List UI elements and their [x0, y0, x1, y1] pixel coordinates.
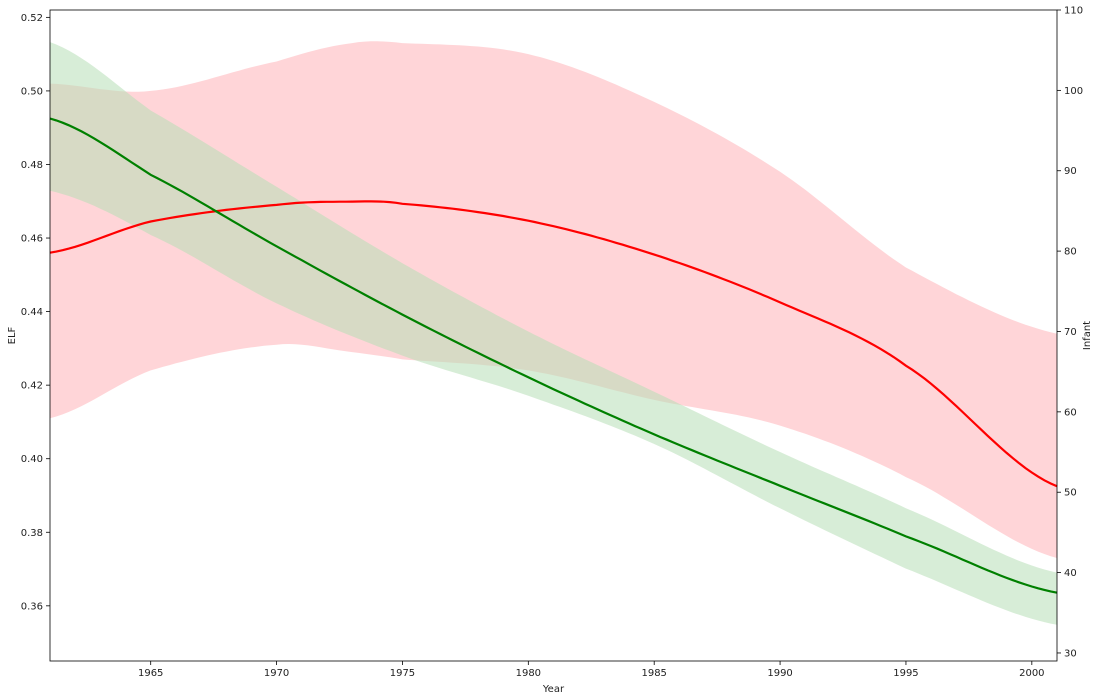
right-y-tick-label: 30 [1064, 648, 1077, 659]
series-1-line [49, 117, 1058, 594]
series-lines [49, 117, 1058, 594]
left-y-tick-label: 0.42 [21, 381, 43, 392]
x-axis-ticks: 1965 1970 1975 1980 1985 1990 1995 2000 [138, 661, 1045, 679]
x-axis-label: Year [542, 684, 565, 695]
right-y-tick-label: 60 [1064, 407, 1077, 418]
right-y-axis-label: Infant [1082, 321, 1093, 350]
right-y-tick-label: 100 [1064, 86, 1083, 97]
left-y-tick-label: 0.48 [21, 160, 43, 171]
series-0-confidence-band [50, 41, 1057, 559]
left-y-tick-label: 0.50 [21, 86, 43, 97]
left-y-tick-label: 0.46 [21, 234, 43, 245]
x-tick-label: 1985 [641, 668, 666, 679]
x-tick-label: 1995 [893, 668, 918, 679]
x-tick-label: 1965 [138, 668, 163, 679]
x-tick-label: 1990 [767, 668, 792, 679]
x-tick-label: 1975 [390, 668, 415, 679]
x-tick-label: 1980 [516, 668, 541, 679]
left-y-axis-ticks: 0.36 0.38 0.40 0.42 0.44 0.46 0.48 0.50 0.52 [21, 13, 50, 612]
plot-frame [49, 9, 1058, 662]
left-y-tick-label: 0.38 [21, 528, 43, 539]
left-y-tick-label: 0.40 [21, 454, 43, 465]
left-y-tick-label: 0.52 [21, 13, 43, 24]
series-0-line [49, 200, 1058, 488]
right-y-tick-label: 70 [1064, 327, 1077, 338]
right-y-tick-label: 90 [1064, 166, 1077, 177]
right-y-tick-label: 80 [1064, 247, 1077, 258]
left-y-axis-label: ELF [7, 326, 18, 344]
right-y-tick-label: 40 [1064, 568, 1077, 579]
right-y-tick-label: 50 [1064, 488, 1077, 499]
confidence-bands [50, 41, 1057, 625]
left-y-tick-label: 0.36 [21, 601, 43, 612]
right-y-tick-label: 110 [1064, 6, 1083, 17]
left-y-tick-label: 0.44 [21, 307, 43, 318]
x-tick-label: 1970 [264, 668, 289, 679]
right-y-axis-ticks: 30 40 50 60 70 80 90 100 110 [1057, 6, 1083, 659]
x-tick-label: 2000 [1019, 668, 1044, 679]
series-1-confidence-band [50, 42, 1057, 625]
